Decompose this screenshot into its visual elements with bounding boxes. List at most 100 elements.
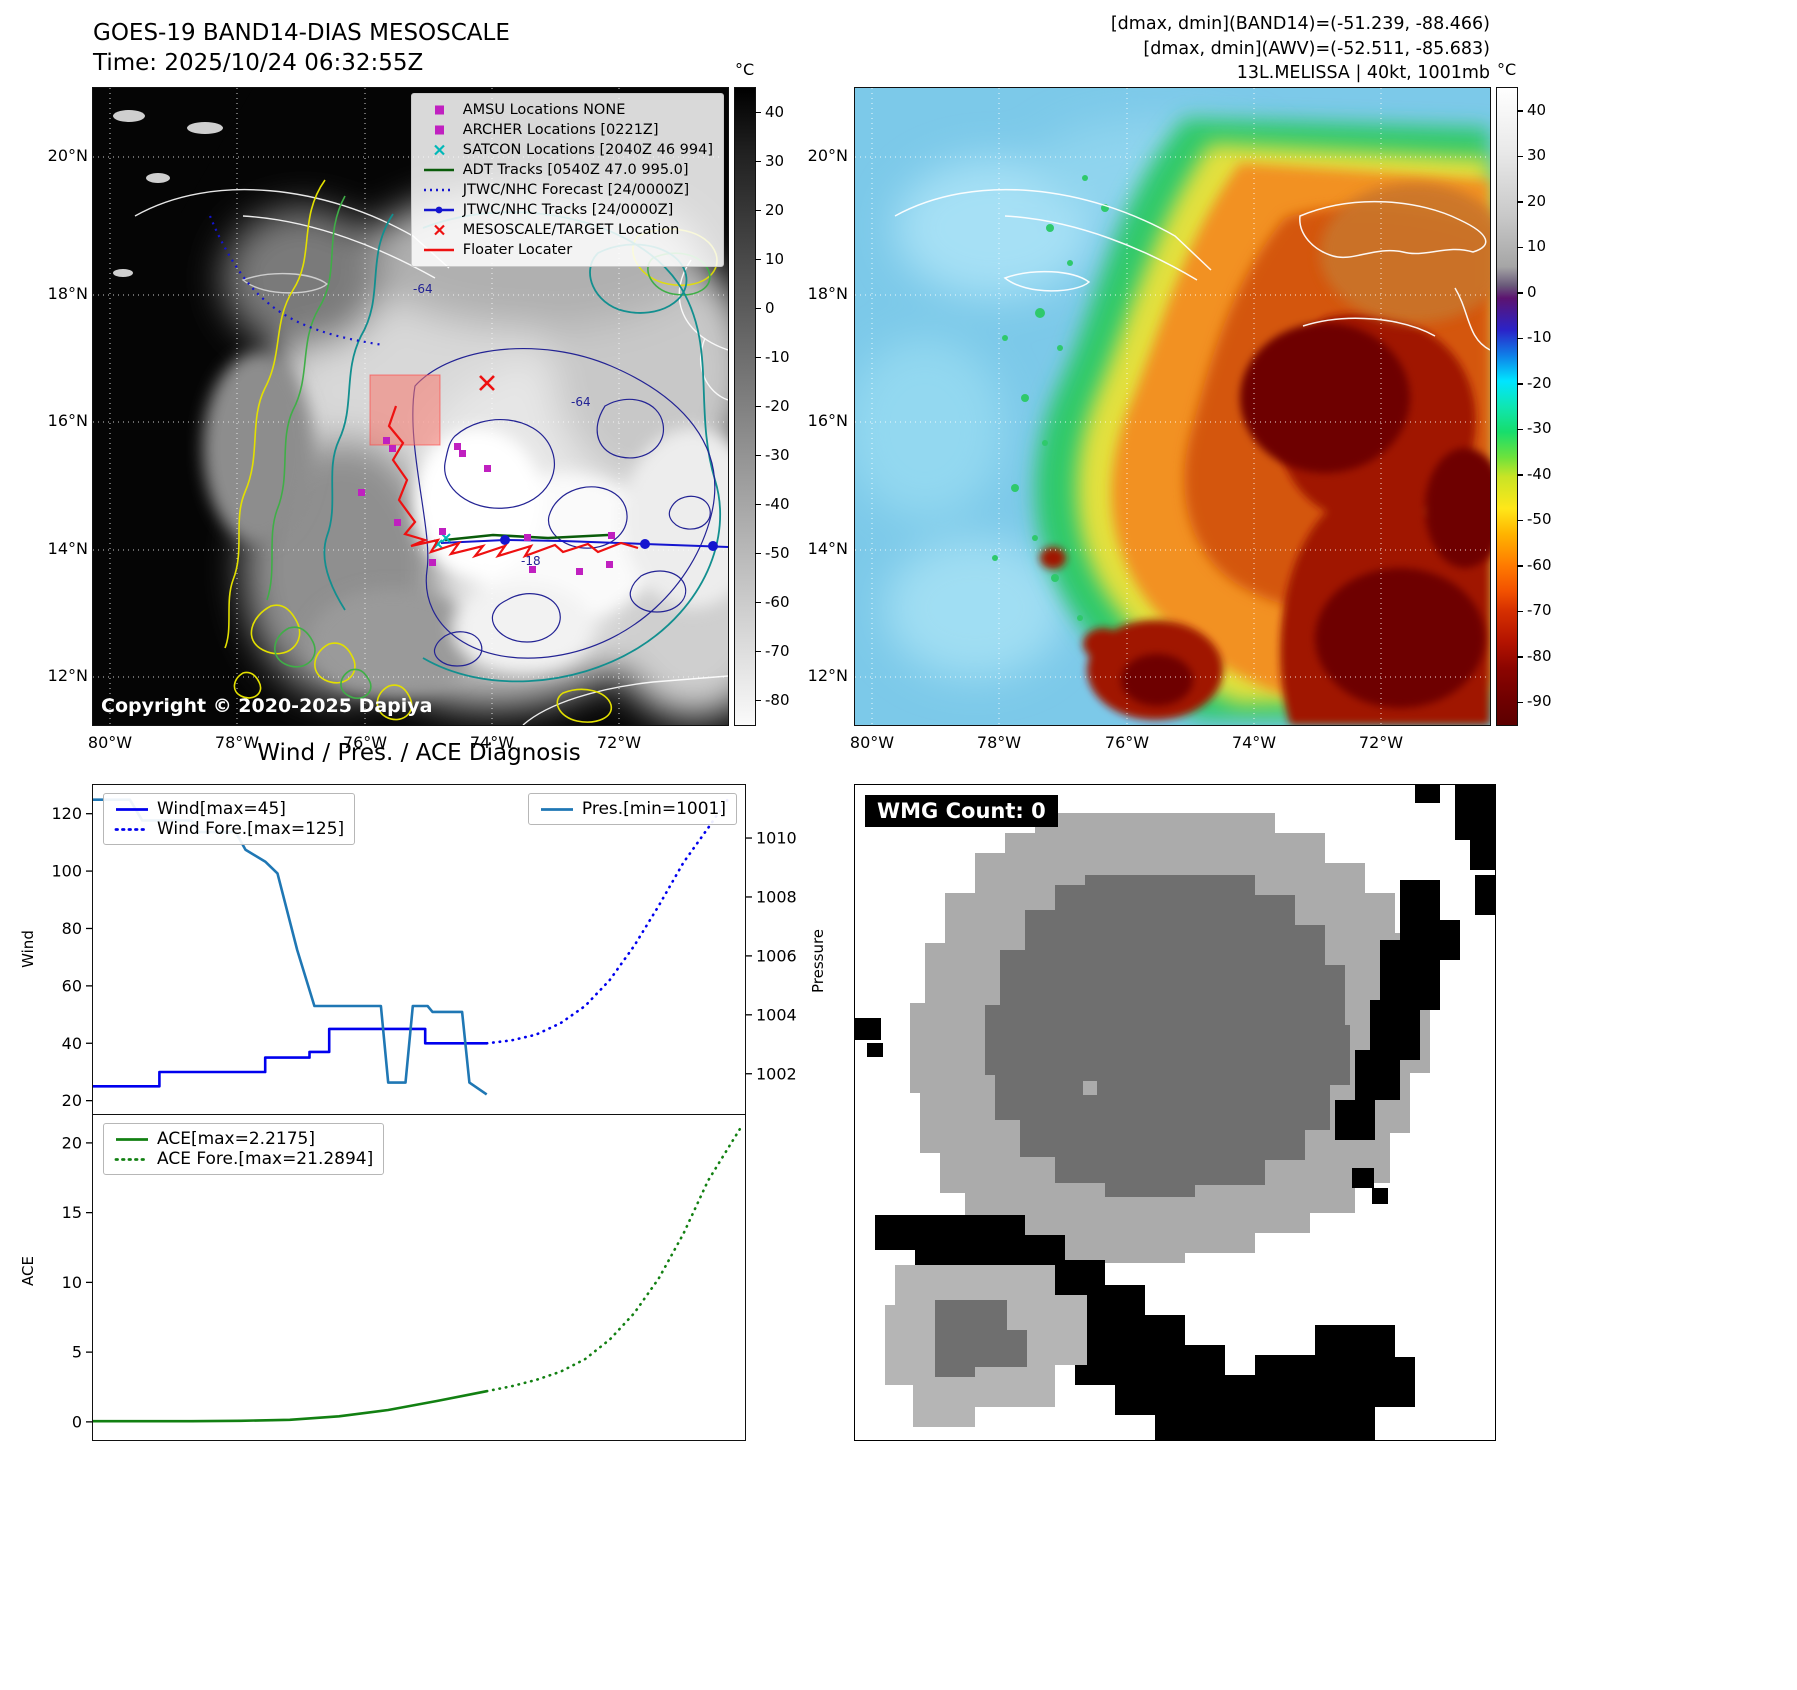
ace-axis-label: ACE xyxy=(19,1256,37,1286)
cbar-right-tick-label: -50 xyxy=(1527,510,1552,529)
cbar-left-tick xyxy=(755,503,761,506)
chart-legend: Pres.[min=1001] xyxy=(527,793,737,825)
series-line xyxy=(93,1027,487,1088)
time-label: Time: 2025/10/24 06:32:55Z xyxy=(93,50,424,76)
lon-tick-label: 76°W xyxy=(342,733,388,752)
lon-tick-label: 78°W xyxy=(976,733,1022,752)
green-speckles xyxy=(992,175,1109,621)
cbar-left-tick xyxy=(755,699,761,702)
wmg-inner-gray-blob xyxy=(985,875,1350,1197)
map-legend-label: SATCON Locations [2040Z 46 994] xyxy=(462,142,713,158)
wind-pressure-chart: 20 40 60 80 100 120 1002 1004 1006 1008 1010 Wind[m… xyxy=(51,784,797,1116)
cbar-left-tick-label: 20 xyxy=(765,200,785,219)
map-legend-label: AMSU Locations NONE xyxy=(462,102,626,118)
map-legend-item: AMSU Locations NONE xyxy=(422,100,713,120)
jtwc-track-line-icon xyxy=(423,206,454,214)
cbar-right-tick-label: -60 xyxy=(1527,555,1552,574)
y-tick-label: 60 xyxy=(62,976,82,995)
legend-line-icon xyxy=(114,1158,150,1161)
cbar-right-tick-label: -40 xyxy=(1527,464,1552,483)
cbar-left-tick-label: 0 xyxy=(765,298,775,317)
storm-id-line: 13L.MELISSA | 40kt, 1001mb xyxy=(1236,63,1490,83)
cbar-left-tick-label: 30 xyxy=(765,151,785,170)
grid xyxy=(855,88,1490,725)
cbar-right-tick xyxy=(1517,201,1523,203)
jtwc-track xyxy=(440,535,728,551)
cbar-right-tick-label: -80 xyxy=(1527,646,1552,665)
cbar-left-tick xyxy=(755,160,761,163)
adt-track xyxy=(444,533,609,542)
y-tick-label: 1006 xyxy=(756,946,797,965)
cbar-left-tick-label: -80 xyxy=(765,690,790,709)
page-title: GOES-19 BAND14-DIAS MESOSCALE xyxy=(93,20,510,46)
colorized-ir-map xyxy=(855,88,1490,725)
map-legend-label: JTWC/NHC Forecast [24/0000Z] xyxy=(462,182,690,198)
lat-tick-label: 14°N xyxy=(807,539,848,558)
cbar-right-tick-label: 30 xyxy=(1527,146,1547,165)
cbar-right-tick-label: 10 xyxy=(1527,237,1547,256)
archer-square-icon xyxy=(434,125,444,135)
lat-tick-label: 14°N xyxy=(47,539,88,558)
map-legend-item: MESOSCALE/TARGET Location xyxy=(422,220,713,240)
map-legend-item: ADT Tracks [0540Z 47.0 995.0] xyxy=(422,160,713,180)
edge-clouds xyxy=(113,110,223,277)
cbar-right-tick xyxy=(1517,110,1523,112)
dmax-awv-line: [dmax, dmin](AWV)=(-52.511, -85.683) xyxy=(1143,38,1490,59)
wmg-center-pixel xyxy=(1083,1081,1097,1095)
copyright-text: Copyright © 2020-2025 Dapiya xyxy=(101,695,433,717)
cbar-left-tick-label: -50 xyxy=(765,543,790,562)
cbar-left-tick xyxy=(755,111,761,114)
cbar-left-tick-label: -70 xyxy=(765,641,790,660)
cbar-right-tick xyxy=(1517,155,1523,157)
lon-tick-label: 74°W xyxy=(469,733,515,752)
map-legend-label: Floater Locater xyxy=(462,242,573,258)
y-tick-label: 100 xyxy=(51,862,82,881)
chart-legend-item: Wind[max=45] xyxy=(114,799,344,819)
y-tick-label: 5 xyxy=(72,1343,82,1362)
cbar-left-tick xyxy=(755,405,761,408)
chart-legend: ACE[max=2.2175] ACE Fore.[max=21.2894] xyxy=(103,1123,385,1175)
y-tick-label: 10 xyxy=(62,1273,82,1292)
map-legend-item: JTWC/NHC Forecast [24/0000Z] xyxy=(422,180,713,200)
lon-tick-label: 76°W xyxy=(1104,733,1150,752)
floater-line-icon xyxy=(423,248,454,252)
y-tick-label: 20 xyxy=(62,1091,82,1110)
cbar-right-tick-label: 20 xyxy=(1527,191,1547,210)
legend-line-icon xyxy=(116,808,148,811)
floater-track xyxy=(387,405,639,559)
lat-tick-label: 12°N xyxy=(807,666,848,685)
contour-navy xyxy=(412,347,716,667)
cbar-left-tick-label: -40 xyxy=(765,494,790,513)
sector-edge xyxy=(93,88,253,725)
chart-legend-label: Wind Fore.[max=125] xyxy=(157,819,345,839)
chart-legend-item: Wind Fore.[max=125] xyxy=(114,819,344,839)
y-tick-label: 80 xyxy=(62,919,82,938)
cbar-right-tick xyxy=(1517,610,1523,612)
cbar-left-tick xyxy=(755,650,761,653)
cbar-left-tick-label: -60 xyxy=(765,592,790,611)
cbar-left-tick xyxy=(755,307,761,310)
jtwc-forecast-track xyxy=(208,215,384,347)
lat-tick-label: 16°N xyxy=(47,411,88,430)
cbar-right-tick xyxy=(1517,565,1523,567)
cbar-left-tick xyxy=(755,258,761,261)
chart-legend-item: Pres.[min=1001] xyxy=(539,799,726,819)
cbar-right-tick xyxy=(1517,337,1523,339)
coastlines xyxy=(894,188,1490,351)
legend-line-icon xyxy=(114,828,150,831)
lon-tick-label: 72°W xyxy=(596,733,642,752)
y-tick-label: 1010 xyxy=(756,829,797,848)
cbar-right-tick-label: -20 xyxy=(1527,373,1552,392)
series-line xyxy=(485,1123,744,1393)
y-tick-label: 20 xyxy=(62,1133,82,1152)
cbar-left-tick-label: -30 xyxy=(765,445,790,464)
contour-label: -64 xyxy=(571,395,591,409)
contour-label-group: -64 -64 -18 xyxy=(413,282,591,568)
amsu-archer-markers xyxy=(358,437,615,575)
lon-tick-label: 78°W xyxy=(214,733,260,752)
wmg-panel: WMG Count: 0 xyxy=(854,784,1496,1441)
cbar-right-tick-label: 40 xyxy=(1527,100,1547,119)
chart-legend: Wind[max=45] Wind Fore.[max=125] xyxy=(103,793,356,845)
cbar-right-tick xyxy=(1517,383,1523,385)
